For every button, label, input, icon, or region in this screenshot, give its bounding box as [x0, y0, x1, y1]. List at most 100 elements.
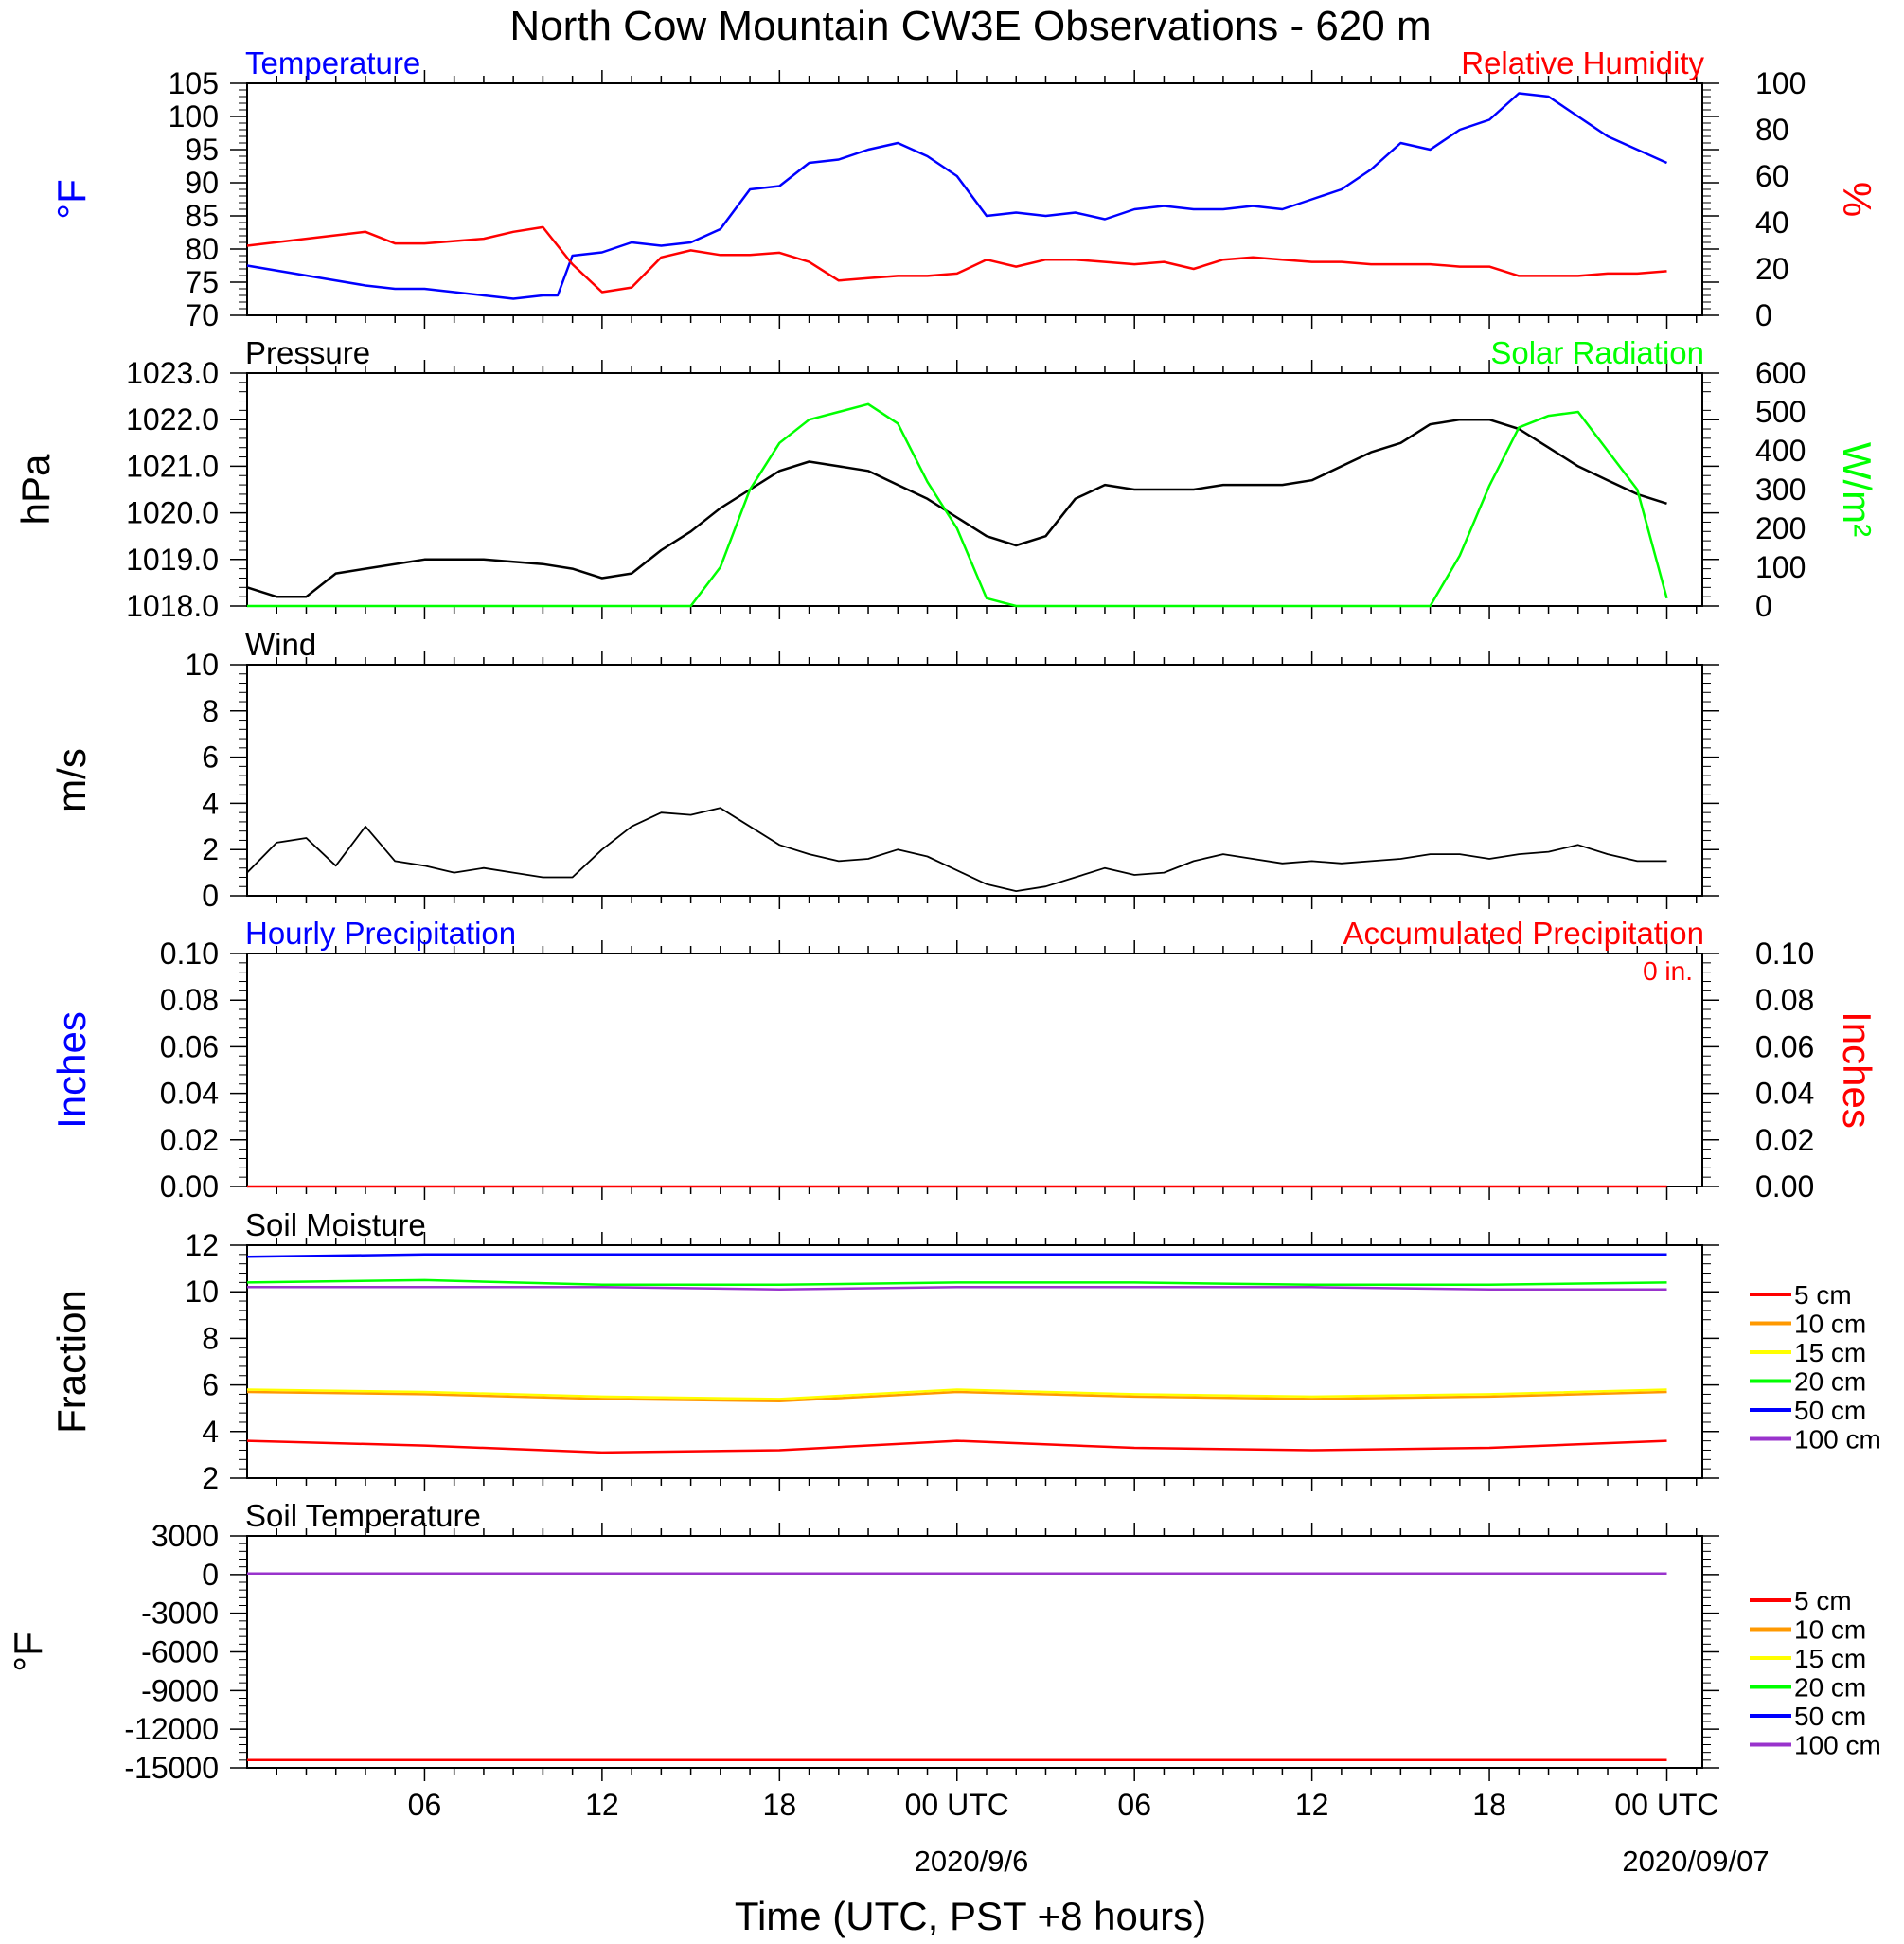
panel-temp_rh: 105100959085807570100806040200Temperatur… — [49, 45, 1879, 332]
y-tick-label: 0 — [202, 1558, 219, 1592]
x-axis-title: Time (UTC, PST +8 hours) — [735, 1894, 1206, 1938]
series-line-3 — [246, 1278, 1667, 1287]
panel-pressure_solar: 1023.0 1022.0 1021.0 1020.0 1019.0 1018.0 600 5… — [13, 335, 1879, 623]
y-tick-label: 1021.0 — [126, 449, 219, 483]
x-tick-label: 12 — [1295, 1788, 1329, 1822]
y2-tick-label: 20 — [1755, 252, 1789, 286]
legend-label: 50 cm — [1794, 1396, 1866, 1425]
panels: 105100959085807570100806040200Temperatur… — [6, 45, 1881, 1785]
y2-tick-label: 40 — [1755, 205, 1789, 240]
y-axis-title: Fraction — [49, 1290, 94, 1434]
y-tick-label: 90 — [185, 166, 219, 200]
y-axis-title: °F — [6, 1632, 50, 1671]
y-tick-label: 10 — [185, 1275, 219, 1309]
legend-label: 100 cm — [1794, 1425, 1881, 1454]
y2-tick-label: 80 — [1755, 113, 1789, 147]
panel-title-left: Wind — [245, 627, 316, 662]
y2-tick-label: 100 — [1755, 66, 1806, 100]
y2-tick-label: 400 — [1755, 434, 1806, 468]
y-tick-label: 2 — [202, 832, 219, 866]
y2-axis-title: % — [1835, 182, 1879, 217]
legend-label: 10 cm — [1794, 1310, 1866, 1339]
y-axis-title: m/s — [49, 748, 94, 812]
series-line-0 — [246, 807, 1667, 892]
y2-tick-label: 100 — [1755, 550, 1806, 584]
y-tick-label: 75 — [185, 265, 219, 299]
plot-frame — [246, 1535, 1703, 1769]
legend-label: 20 cm — [1794, 1367, 1866, 1397]
panel-soil_temp: 3000 0 -3000 -6000 -9000 -12000 -15000 Soil Tem… — [6, 1498, 1881, 1785]
y2-tick-label: 0.06 — [1755, 1029, 1814, 1063]
y-tick-label: 105 — [169, 66, 219, 100]
y-tick-label: 95 — [185, 133, 219, 167]
y2-tick-label: 200 — [1755, 511, 1806, 545]
y2-tick-label: 0.00 — [1755, 1169, 1814, 1204]
y-tick-label: 10 — [185, 648, 219, 682]
legend-label: 100 cm — [1794, 1731, 1881, 1760]
y-tick-label: 0.08 — [160, 983, 219, 1017]
y2-tick-label: 0 — [1755, 298, 1772, 332]
y-tick-label: 2 — [202, 1461, 219, 1495]
series-line-0 — [246, 92, 1668, 300]
legend-label: 50 cm — [1794, 1702, 1866, 1731]
x-tick-label: 12 — [585, 1788, 619, 1822]
y-axis-title: hPa — [13, 454, 58, 525]
y-tick-label: 85 — [185, 199, 219, 233]
y2-tick-label: 600 — [1755, 356, 1806, 390]
legend-label: 5 cm — [1794, 1280, 1852, 1310]
plot-frame — [246, 664, 1703, 897]
plot-frame — [246, 82, 1703, 316]
y-tick-label: 3000 — [151, 1519, 219, 1553]
y2-tick-label: 0 — [1755, 589, 1772, 623]
y-tick-label: -15000 — [124, 1751, 219, 1785]
panel-title-right: Relative Humidity — [1461, 45, 1704, 80]
y2-tick-label: 0.02 — [1755, 1123, 1814, 1157]
plot-frame — [246, 372, 1703, 607]
y-tick-label: 12 — [185, 1228, 219, 1262]
y-tick-label: 1022.0 — [126, 402, 219, 437]
y2-tick-label: 0.04 — [1755, 1077, 1814, 1111]
legend-label: 20 cm — [1794, 1673, 1866, 1703]
series-line-2 — [246, 1388, 1667, 1400]
y-tick-label: -3000 — [141, 1596, 219, 1631]
panel-title-left: Pressure — [245, 335, 370, 370]
x-tick-label: 06 — [1117, 1788, 1151, 1822]
panel-wind: 10 8 6 4 2 0 Wind m/s — [49, 627, 1719, 913]
y-axis-title: Inches — [49, 1011, 94, 1129]
accumulation-annotation: 0 in. — [1643, 956, 1693, 986]
y-tick-label: 0.06 — [160, 1029, 219, 1063]
panel-title-left: Hourly Precipitation — [245, 916, 516, 951]
y-tick-label: 70 — [185, 298, 219, 332]
x-tick-label: 18 — [763, 1788, 797, 1822]
y-tick-label: 1019.0 — [126, 543, 219, 577]
y2-tick-label: 500 — [1755, 395, 1806, 429]
panel-precip: 0.10 0.08 0.06 0.04 0.02 0.00 0.10 0.08 0.06 0.04… — [49, 916, 1879, 1204]
y-tick-label: 8 — [202, 694, 219, 728]
series-line-1 — [247, 402, 1668, 608]
y-tick-label: 1023.0 — [126, 356, 219, 390]
date-label-1: 2020/9/6 — [915, 1845, 1029, 1878]
y-tick-label: 0.02 — [160, 1123, 219, 1157]
legend-label: 10 cm — [1794, 1615, 1866, 1645]
y-tick-label: 8 — [202, 1321, 219, 1355]
legend-label: 15 cm — [1794, 1338, 1866, 1367]
y-tick-label: 80 — [185, 232, 219, 266]
y-tick-label: 4 — [202, 1415, 219, 1449]
figure-title: North Cow Mountain CW3E Observations - 6… — [509, 3, 1431, 49]
series-line-1 — [246, 225, 1667, 294]
series-line-0 — [246, 1439, 1667, 1454]
y-tick-label: 4 — [202, 786, 219, 820]
y-tick-label: 0 — [202, 879, 219, 913]
y-tick-label: 0.04 — [160, 1077, 219, 1111]
panel-title-right: Solar Radiation — [1490, 335, 1704, 370]
plot-frame — [246, 953, 1703, 1187]
y-tick-label: 0.00 — [160, 1169, 219, 1204]
series-line-5 — [247, 1286, 1667, 1291]
x-tick-label: 18 — [1472, 1788, 1506, 1822]
y-tick-label: 6 — [202, 740, 219, 775]
y2-tick-label: 0.10 — [1755, 936, 1814, 971]
y-tick-label: 6 — [202, 1368, 219, 1402]
y-tick-label: -9000 — [141, 1673, 219, 1707]
plot-frame — [246, 1244, 1703, 1479]
